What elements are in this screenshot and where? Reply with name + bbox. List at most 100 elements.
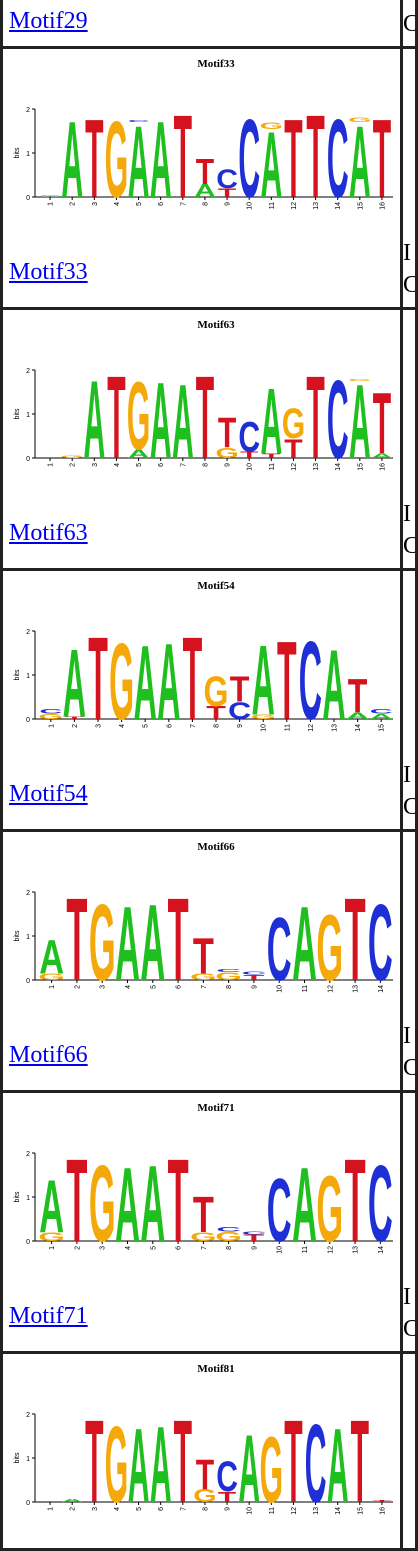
x-tick-label: 6 [158,1507,165,1511]
description-text: C [403,1316,415,1342]
x-tick-label: 13 [353,985,360,993]
y-tick-label: 0 [26,195,30,202]
logo-letter: T [168,1136,189,1261]
logo-letter: C [39,708,63,715]
logo-title: Motif71 [197,1102,234,1114]
x-tick-label: 9 [225,202,232,206]
x-tick-label: 16 [379,463,386,471]
x-tick-label: 10 [247,463,254,471]
x-tick-label: 1 [48,202,55,206]
motif-link-motif29[interactable]: Motif29 [9,8,88,34]
x-tick-label: 7 [180,1507,187,1511]
x-tick-label: 10 [277,985,284,993]
logo-letter: A [63,630,86,737]
description-cell: C [403,0,415,46]
motif-link-motif33[interactable]: Motif33 [9,259,88,285]
x-tick-label: 12 [291,463,298,471]
logo-letter: A [194,182,216,202]
logo-letter: A [349,106,371,217]
motif-link-motif63[interactable]: Motif63 [9,520,88,546]
y-tick-label: 1 [26,1456,30,1463]
x-tick-label: 2 [72,724,79,728]
logo-letter: G [89,1144,116,1261]
y-tick-label: 0 [26,1239,30,1246]
x-tick-label: 6 [158,202,165,206]
x-tick-label: 5 [150,1246,157,1250]
logo-letter: G [190,1231,217,1244]
description-text: C [403,794,415,820]
description-cell: I C [403,832,415,1090]
logo-letter: T [345,875,366,1000]
x-tick-label: 2 [70,202,77,206]
x-tick-label: 3 [96,724,103,728]
logo-letter: G [282,400,305,447]
motif-cell: Motif81 0 1 2 bits 1 2 A 3 T 4 G 5 A 6 A 7 T 8 G T 9 T C 10 A 11 G 1… [3,1354,403,1548]
logo-letter: T [107,353,125,478]
x-tick-label: 8 [226,985,233,989]
logo-letter: T [284,97,302,217]
x-tick-label: 11 [284,724,291,731]
logo-letter: G [251,714,276,721]
description-cell: I C [403,49,415,307]
x-tick-label: 6 [176,985,183,989]
logo-letter: A [292,885,317,1000]
x-tick-label: 3 [100,1246,107,1250]
logo-letter: A [150,360,172,478]
logo-letter: A [260,112,282,217]
logo-letter: T [168,875,189,1000]
motif-link-motif54[interactable]: Motif54 [9,781,88,807]
y-tick-label: 0 [26,456,30,463]
description-cell: I C [403,571,415,829]
x-tick-label: 7 [180,202,187,206]
x-tick-label: 15 [357,463,364,471]
logo-letter: A [238,1416,260,1522]
logo-letter: T [306,92,324,217]
logo-letter: T [373,97,391,217]
x-tick-label: 1 [48,463,55,467]
logo-letter: A [128,447,150,461]
y-axis-label: bits [14,1191,21,1202]
logo-letter: C [368,883,393,1000]
motif-cell: Motif71 0 1 2 bits 1 G A 2 T 3 G 4 A 5 A 6 T 7 G T 8 G C 9 T C 10 C 1… [3,1093,403,1351]
x-tick-label: 4 [125,985,132,989]
logo-letter: A [327,1408,349,1522]
table-row: Motif81 0 1 2 bits 1 2 A 3 T 4 G 5 A 6 A 7 T 8 G T 9 T C 10 A 11 G 1… [0,1351,418,1551]
logo-letter: G [348,378,371,381]
logo-letter: G [190,972,217,982]
description-cell: I C [403,310,415,568]
y-axis-label: bits [14,147,21,158]
x-tick-label: 6 [166,724,173,728]
description-text: I [403,1023,411,1049]
motif-link-motif71[interactable]: Motif71 [9,1303,88,1329]
logo-letter: T [85,97,103,217]
logo-letter: A [128,106,150,217]
logo-letter: A [172,364,194,478]
x-tick-label: 4 [114,463,121,467]
x-tick-label: 5 [136,202,143,206]
logo-letter: T [218,186,236,200]
x-tick-label: 11 [269,463,276,470]
x-tick-label: 10 [277,1246,284,1254]
logo-letter: T [351,1397,369,1522]
motif-cell: Motif63 0 1 2 bits 1 2 G 3 A 4 T 5 A G 6 A 7 A 8 T 9 G T 10 T C 11 T… [3,310,403,568]
logo-letter: A [370,712,393,720]
logo-letter: C [267,899,292,999]
x-tick-label: 13 [313,463,320,471]
y-tick-label: 1 [26,934,30,941]
logo-letter: T [240,450,259,460]
y-tick-label: 0 [26,1500,30,1507]
table-row: Motif71 0 1 2 bits 1 G A 2 T 3 G 4 A 5 A 6 T 7 G T 8 G C 9 T C 10 C 1… [0,1090,418,1354]
motif-link-motif66[interactable]: Motif66 [9,1042,88,1068]
x-tick-label: 2 [70,1507,77,1511]
logo-letter: G [38,712,63,720]
x-tick-label: 12 [327,1246,334,1254]
logo-letter: T [66,1136,87,1261]
motif-cell: Motif54 0 1 2 bits 1 G C 2 T A 3 T 4 G 5 A 6 A 7 T 8 T G 9 C T 10 G A… [3,571,403,829]
logo-letter: C [327,97,349,217]
logo-letter: T [85,1397,103,1522]
logo-letter: G [89,883,116,1000]
table-row: Motif29 C [0,0,418,49]
logo-letter: T [206,702,226,723]
